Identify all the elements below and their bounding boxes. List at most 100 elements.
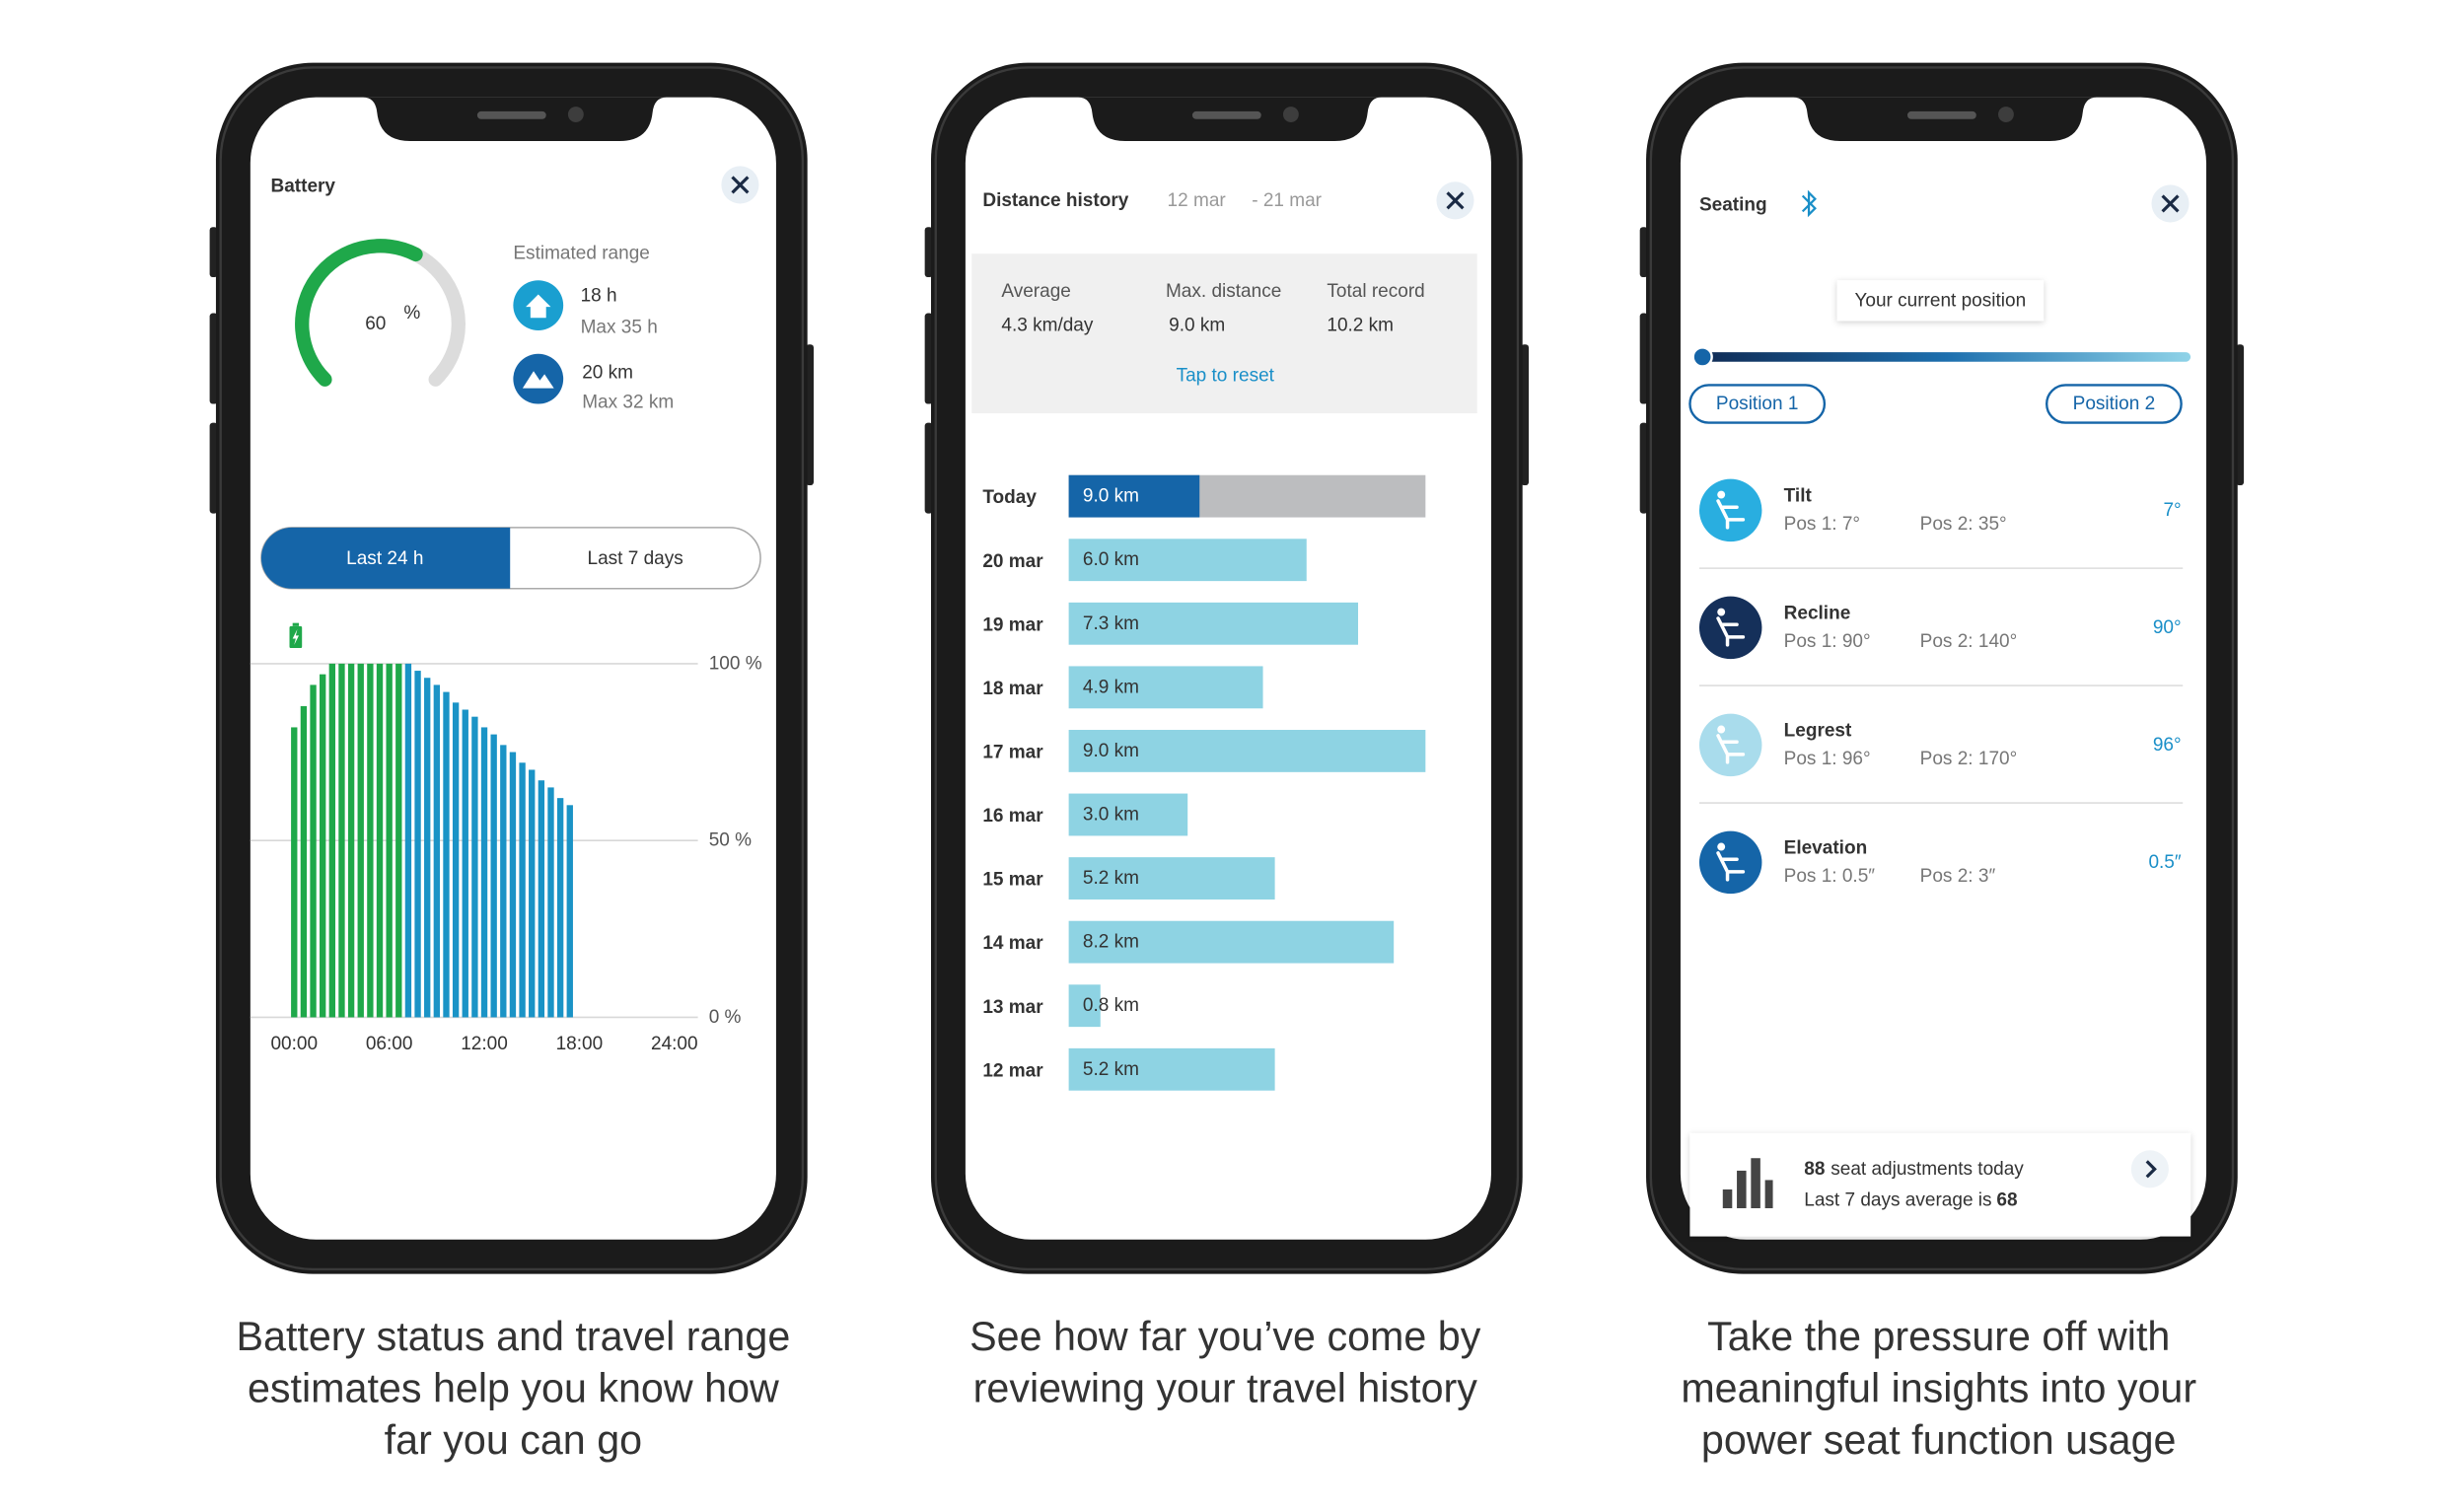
range-value: 18 h bbox=[581, 286, 617, 307]
value-label: 9.0 km bbox=[1083, 486, 1139, 507]
side-button bbox=[806, 344, 814, 486]
bar bbox=[1068, 730, 1426, 772]
position-label[interactable]: Position 2 bbox=[2073, 394, 2156, 414]
pos2-value: Pos 2: 170° bbox=[1920, 749, 2018, 769]
caption: See how far you’ve come by bbox=[969, 1314, 1481, 1359]
bar bbox=[452, 702, 460, 1018]
stat-label: Total record bbox=[1327, 281, 1424, 302]
date-from: 12 mar bbox=[1168, 190, 1227, 211]
screen-title: Distance history bbox=[982, 190, 1128, 211]
category-label: Today bbox=[982, 487, 1037, 508]
stats-box bbox=[971, 253, 1477, 414]
close-icon[interactable] bbox=[731, 176, 750, 194]
close-icon[interactable] bbox=[1446, 191, 1465, 210]
category-label: 12 mar bbox=[982, 1060, 1043, 1081]
bluetooth-icon bbox=[1801, 189, 1817, 218]
category-label: 13 mar bbox=[982, 997, 1043, 1018]
seat-glyph bbox=[1716, 851, 1746, 882]
pos1-value: Pos 1: 7° bbox=[1784, 514, 1860, 535]
side-button bbox=[924, 422, 933, 514]
x-tick-label: 18:00 bbox=[556, 1034, 604, 1054]
caption: far you can go bbox=[385, 1417, 642, 1463]
side-button bbox=[1639, 313, 1648, 404]
bar bbox=[386, 663, 393, 1018]
bar bbox=[462, 709, 468, 1018]
bar bbox=[1068, 539, 1307, 582]
function-icon bbox=[1698, 478, 1762, 542]
bar bbox=[1068, 602, 1359, 645]
stats-icon bbox=[1722, 1158, 1773, 1209]
bar bbox=[424, 678, 431, 1018]
side-button bbox=[209, 422, 218, 514]
footer-average: 68 bbox=[1996, 1190, 2017, 1211]
function-name: Tilt bbox=[1784, 486, 1813, 507]
footer-count: 88 bbox=[1804, 1159, 1825, 1180]
function-name: Legrest bbox=[1784, 721, 1852, 742]
y-tick-label: 100 % bbox=[709, 653, 762, 674]
caption: Battery status and travel range bbox=[236, 1314, 790, 1359]
bar bbox=[509, 752, 517, 1018]
bar bbox=[1068, 1047, 1275, 1091]
function-name: Elevation bbox=[1784, 838, 1868, 859]
seat-glyph-head bbox=[1717, 842, 1726, 851]
bar bbox=[500, 745, 507, 1018]
date-to: - 21 mar bbox=[1252, 190, 1322, 211]
bar bbox=[414, 671, 421, 1018]
category-label: 18 mar bbox=[982, 679, 1043, 699]
tab[interactable]: Last 24 h bbox=[346, 548, 423, 569]
value-label: 8.2 km bbox=[1083, 932, 1139, 953]
bar bbox=[367, 663, 374, 1018]
category-label: 17 mar bbox=[982, 743, 1043, 763]
stat-value: 10.2 km bbox=[1327, 316, 1394, 336]
bar bbox=[347, 663, 355, 1018]
stat-label: Max. distance bbox=[1166, 281, 1281, 302]
function-icon bbox=[1698, 830, 1762, 895]
phone-edge bbox=[934, 66, 1520, 1271]
phone-edge bbox=[1649, 66, 2235, 1271]
slider-handle[interactable] bbox=[1691, 346, 1713, 368]
range-value: 20 km bbox=[582, 362, 633, 383]
footer-arrow[interactable] bbox=[2130, 1150, 2169, 1188]
side-button bbox=[209, 227, 218, 278]
caption: power seat function usage bbox=[1701, 1417, 2177, 1463]
pos1-value: Pos 1: 96° bbox=[1784, 749, 1871, 769]
current-value: 7° bbox=[2163, 500, 2181, 521]
position-button[interactable] bbox=[2046, 384, 2183, 424]
stat-label: Average bbox=[1001, 281, 1070, 302]
bar bbox=[538, 780, 545, 1018]
position-tooltip bbox=[1836, 280, 2045, 322]
current-value: 96° bbox=[2153, 735, 2182, 756]
seat-glyph bbox=[1716, 734, 1746, 764]
bar bbox=[433, 684, 441, 1018]
screen-title: Seating bbox=[1699, 195, 1767, 216]
seat-glyph-head bbox=[1717, 490, 1726, 499]
side-button bbox=[209, 313, 218, 404]
y-tick-label: 0 % bbox=[709, 1007, 742, 1028]
caption: estimates help you know how bbox=[248, 1365, 779, 1410]
bar bbox=[1068, 984, 1101, 1028]
x-tick-label: 24:00 bbox=[651, 1034, 698, 1054]
seat-glyph bbox=[1716, 499, 1746, 530]
close-icon[interactable] bbox=[2161, 194, 2180, 213]
bar bbox=[320, 674, 326, 1018]
speaker bbox=[476, 110, 546, 119]
side-button bbox=[924, 227, 933, 278]
value-label: 3.0 km bbox=[1083, 804, 1139, 825]
phone-edge bbox=[219, 66, 805, 1271]
position-label[interactable]: Position 1 bbox=[1716, 394, 1799, 414]
bar bbox=[1068, 793, 1188, 836]
bar bbox=[1068, 920, 1395, 964]
position-slider[interactable] bbox=[1702, 352, 2191, 362]
gauge-arc bbox=[295, 239, 423, 387]
position-button[interactable] bbox=[1688, 384, 1827, 424]
footer-text: seat adjustments today bbox=[1831, 1159, 2024, 1180]
screen-title: Battery bbox=[270, 177, 335, 197]
tab[interactable]: Last 7 days bbox=[588, 548, 683, 569]
today-progress bbox=[1068, 474, 1200, 518]
tab-active[interactable] bbox=[260, 527, 511, 589]
footer-card[interactable] bbox=[1689, 1132, 2191, 1237]
reset-link[interactable]: Tap to reset bbox=[1177, 365, 1275, 386]
stat-value: 4.3 km/day bbox=[1001, 316, 1093, 336]
side-button bbox=[1521, 344, 1530, 486]
